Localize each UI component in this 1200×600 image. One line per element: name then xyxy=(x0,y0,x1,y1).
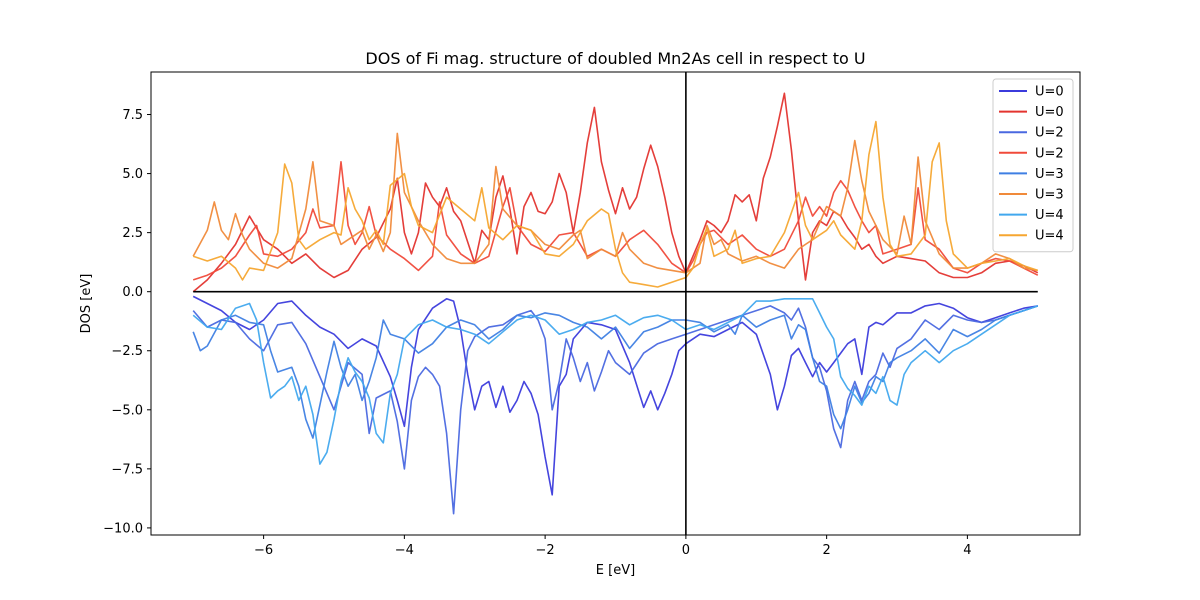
x-tick-label: 0 xyxy=(682,543,690,558)
x-axis-ticks: −6 −4 −2 0 2 4 xyxy=(254,535,972,558)
y-tick-label: 0.0 xyxy=(122,285,143,300)
legend-label: U=3 xyxy=(1035,188,1064,203)
x-tick-label: 2 xyxy=(822,543,830,558)
legend-label: U=0 xyxy=(1035,85,1064,100)
series-line-4 xyxy=(192,161,1039,281)
y-tick-label: −7.5 xyxy=(111,462,143,477)
x-tick-label: −6 xyxy=(254,543,273,558)
series-line-1 xyxy=(192,295,1038,496)
legend-label: U=2 xyxy=(1035,126,1064,141)
x-axis-label: E [eV] xyxy=(596,563,635,578)
y-tick-label: −5.0 xyxy=(111,403,143,418)
plot-frame xyxy=(150,71,1081,536)
series-line-5 xyxy=(192,305,1039,439)
y-tick-label: −10.0 xyxy=(103,521,143,536)
chart-title: DOS of Fi mag. structure of doubled Mn2A… xyxy=(365,49,865,68)
x-tick-label: −4 xyxy=(395,543,414,558)
y-tick-label: 5.0 xyxy=(122,167,143,182)
series-line-2 xyxy=(192,92,1039,293)
y-tick-label: −2.5 xyxy=(111,344,143,359)
plot-area xyxy=(192,72,1039,535)
series-line-7 xyxy=(192,298,1039,465)
y-axis-ticks: −10.0 −7.5 −5.0 −2.5 0.0 2.5 5.0 7.5 xyxy=(103,108,151,536)
legend-label: U=0 xyxy=(1035,105,1064,120)
series-line-3 xyxy=(192,305,1039,515)
y-tick-label: 2.5 xyxy=(122,226,143,241)
y-tick-label: 7.5 xyxy=(122,108,143,123)
legend-label: U=2 xyxy=(1035,146,1064,161)
x-tick-label: −2 xyxy=(536,543,555,558)
legend-label: U=4 xyxy=(1035,208,1064,223)
x-tick-label: 4 xyxy=(963,543,971,558)
series-line-6 xyxy=(192,132,1038,274)
legend-box xyxy=(992,78,1074,253)
legend-label: U=4 xyxy=(1035,229,1064,244)
series-line-8 xyxy=(192,120,1039,288)
legend-label: U=3 xyxy=(1035,167,1064,182)
legend: U=0 U=0 U=2 U=2 U=3 U=3 U=4 U=4 xyxy=(992,78,1074,253)
y-axis-label: DOS [eV] xyxy=(79,274,94,334)
